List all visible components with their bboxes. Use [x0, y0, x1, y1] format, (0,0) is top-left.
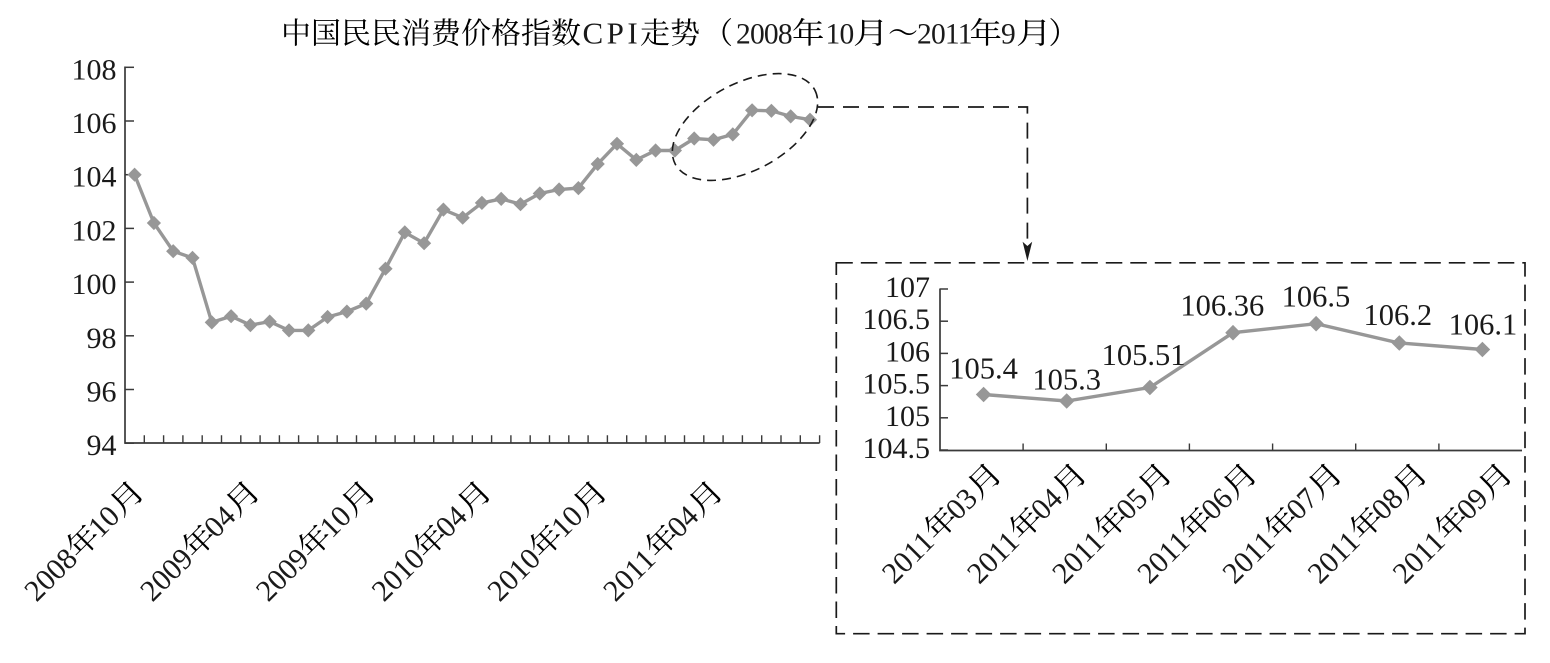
svg-text:105.4: 105.4 — [949, 352, 1018, 386]
svg-text:108: 108 — [72, 53, 117, 86]
svg-text:104.5: 104.5 — [863, 432, 931, 465]
svg-text:106: 106 — [885, 335, 930, 368]
svg-text:2011: 2011 — [917, 19, 972, 51]
svg-text:CPI: CPI — [583, 16, 642, 51]
svg-text:96: 96 — [87, 376, 117, 409]
svg-text:106.1: 106.1 — [1449, 307, 1518, 341]
svg-text:105: 105 — [885, 400, 930, 433]
svg-text:2008: 2008 — [736, 19, 792, 51]
svg-text:107: 107 — [885, 271, 930, 304]
svg-text:105.51: 105.51 — [1102, 338, 1186, 372]
svg-text:105.3: 105.3 — [1032, 363, 1101, 397]
svg-text:106.36: 106.36 — [1180, 289, 1264, 323]
svg-text:106.2: 106.2 — [1363, 298, 1432, 332]
svg-text:106: 106 — [72, 107, 117, 140]
svg-text:104: 104 — [72, 161, 117, 194]
svg-text:106.5: 106.5 — [1282, 280, 1351, 314]
svg-text:98: 98 — [87, 322, 117, 355]
svg-text:94: 94 — [87, 429, 117, 462]
svg-text:9: 9 — [1001, 19, 1016, 51]
svg-text:105.5: 105.5 — [863, 368, 931, 401]
svg-text:100: 100 — [72, 268, 117, 301]
svg-text:106.5: 106.5 — [863, 303, 931, 336]
svg-text:102: 102 — [72, 214, 117, 247]
svg-text:10: 10 — [826, 19, 854, 51]
